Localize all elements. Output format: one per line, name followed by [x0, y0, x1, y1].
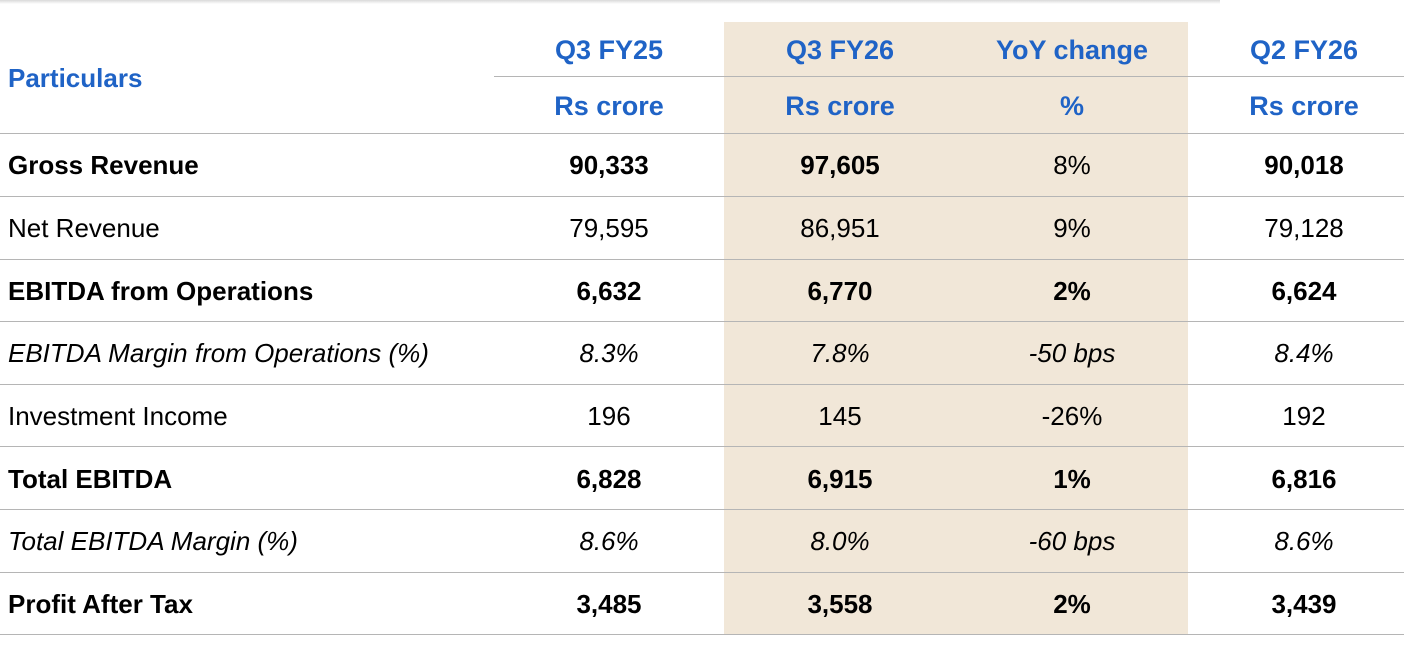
table-row: EBITDA from Operations 6,632 6,770 2% 6,…: [0, 260, 1404, 322]
cell-q3fy25: 6,828: [576, 464, 642, 494]
cell-yoy: 2%: [1053, 589, 1091, 619]
row-divider: [0, 321, 1404, 322]
cell-q3fy25: 3,485: [576, 589, 642, 619]
row-divider: [0, 196, 1404, 197]
unit-q3fy25: Rs crore: [554, 91, 664, 121]
row-label: Profit After Tax: [8, 589, 193, 619]
cell-yoy: -50 bps: [1028, 338, 1116, 368]
table-row: Total EBITDA 6,828 6,915 1% 6,816: [0, 448, 1404, 510]
table-row: Profit After Tax 3,485 3,558 2% 3,439: [0, 573, 1404, 635]
table-row: Investment Income 196 145 -26% 192: [0, 385, 1404, 447]
cell-yoy: 2%: [1053, 276, 1091, 306]
cell-q2fy26: 192: [1282, 401, 1326, 431]
cell-yoy: 8%: [1053, 150, 1091, 180]
cell-yoy: 1%: [1053, 464, 1091, 494]
row-label: EBITDA Margin from Operations (%): [8, 338, 429, 368]
row-divider: [0, 572, 1404, 573]
cell-q3fy25: 8.3%: [579, 338, 639, 368]
cell-q3fy25: 79,595: [569, 213, 649, 243]
column-header-yoy: YoY change: [995, 35, 1149, 65]
row-label: EBITDA from Operations: [8, 276, 314, 306]
cell-q3fy26: 6,915: [807, 464, 873, 494]
cell-yoy: -26%: [1041, 401, 1103, 431]
cell-q2fy26: 90,018: [1264, 150, 1344, 180]
table-row: EBITDA Margin from Operations (%) 8.3% 7…: [0, 322, 1404, 384]
cell-q3fy25: 6,632: [576, 276, 642, 306]
cell-q3fy26: 7.8%: [810, 338, 870, 368]
cell-q3fy26: 145: [818, 401, 862, 431]
row-label: Gross Revenue: [8, 150, 199, 180]
cell-q2fy26: 79,128: [1264, 213, 1344, 243]
row-divider: [0, 259, 1404, 260]
row-divider: [0, 446, 1404, 447]
row-label: Net Revenue: [8, 213, 160, 243]
cell-q3fy25: 90,333: [569, 150, 649, 180]
column-header-q2fy26: Q2 FY26: [1249, 35, 1359, 65]
table-row: Net Revenue 79,595 86,951 9% 79,128: [0, 197, 1404, 259]
current-quarter-highlight: [724, 22, 1188, 634]
table-row: Gross Revenue 90,333 97,605 8% 90,018: [0, 134, 1404, 196]
cell-q3fy26: 6,770: [807, 276, 873, 306]
header-divider: [494, 76, 1404, 77]
row-label: Total EBITDA: [8, 464, 173, 494]
column-header-q3fy25: Q3 FY25: [554, 35, 664, 65]
cell-q2fy26: 8.4%: [1274, 338, 1334, 368]
cell-q3fy25: 8.6%: [579, 526, 639, 556]
cell-q2fy26: 6,624: [1271, 276, 1337, 306]
row-divider: [0, 509, 1404, 510]
column-header-q3fy26: Q3 FY26: [785, 35, 895, 65]
cell-q3fy25: 196: [587, 401, 631, 431]
cell-q2fy26: 6,816: [1271, 464, 1337, 494]
cell-yoy: -60 bps: [1028, 526, 1116, 556]
cell-yoy: 9%: [1053, 213, 1091, 243]
unit-q2fy26: Rs crore: [1249, 91, 1359, 121]
cell-q3fy26: 97,605: [800, 150, 880, 180]
row-label: Total EBITDA Margin (%): [8, 526, 298, 556]
table-bottom-border: [0, 634, 1404, 635]
table-row: Total EBITDA Margin (%) 8.6% 8.0% -60 bp…: [0, 510, 1404, 572]
unit-q3fy26: Rs crore: [785, 91, 895, 121]
cell-q3fy26: 8.0%: [810, 526, 870, 556]
row-divider: [0, 384, 1404, 385]
row-label: Investment Income: [8, 401, 228, 431]
cell-q3fy26: 3,558: [807, 589, 873, 619]
cell-q3fy26: 86,951: [800, 213, 880, 243]
top-shadow: [0, 0, 1220, 4]
particulars-header: Particulars: [8, 63, 143, 93]
header-bottom-border: [0, 133, 1404, 134]
cell-q2fy26: 8.6%: [1274, 526, 1334, 556]
cell-q2fy26: 3,439: [1271, 589, 1337, 619]
unit-yoy: %: [1059, 91, 1084, 121]
